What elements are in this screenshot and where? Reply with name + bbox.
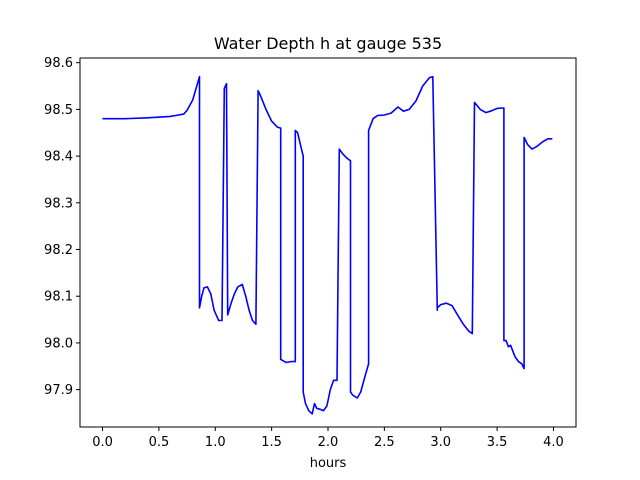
axis-ticks: 0.0 0.5 1.0 1.5 2.0 2.5 3.0 3.5 4.0 97.9 98.0 98.1 9… xyxy=(44,56,564,450)
y-tick-label: 98.3 xyxy=(44,196,73,211)
y-tick-label: 98.5 xyxy=(44,103,73,118)
x-tick-label: 3.0 xyxy=(430,435,451,450)
x-tick-label: 2.5 xyxy=(374,435,395,450)
x-tick-label: 0.5 xyxy=(149,435,170,450)
series-line xyxy=(102,75,553,415)
x-tick-label: 0.0 xyxy=(92,435,113,450)
y-tick-label: 97.9 xyxy=(44,383,73,398)
x-tick-label: 2.0 xyxy=(318,435,339,450)
x-tick-label: 1.5 xyxy=(261,435,282,450)
y-tick-label: 98.6 xyxy=(44,56,73,71)
y-tick-label: 98.2 xyxy=(44,243,73,258)
x-tick-label: 3.5 xyxy=(487,435,508,450)
series-group xyxy=(102,75,553,415)
x-tick-label: 1.0 xyxy=(205,435,226,450)
y-tick-label: 98.4 xyxy=(44,150,73,165)
chart-title: Water Depth h at gauge 535 xyxy=(214,34,442,53)
y-tick-label: 98.1 xyxy=(44,290,73,305)
x-axis-label: hours xyxy=(310,456,347,471)
y-tick-label: 98.0 xyxy=(44,336,73,351)
x-tick-label: 4.0 xyxy=(543,435,564,450)
